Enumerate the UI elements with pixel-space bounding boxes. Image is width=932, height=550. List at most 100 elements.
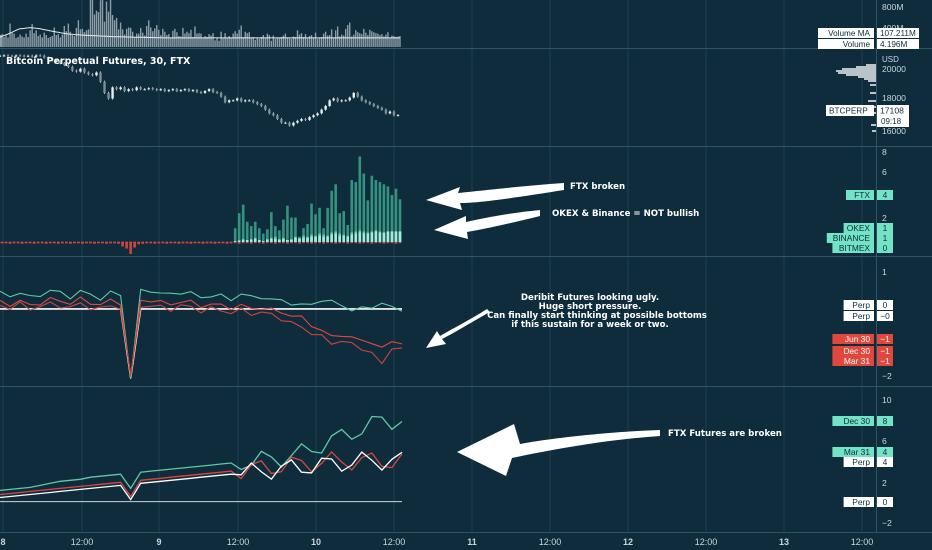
exchange-bar-bitmex	[382, 242, 386, 244]
volume-label-value: 107.211M	[880, 29, 916, 38]
price-candle	[26, 55, 30, 57]
tag-name-bg	[846, 190, 874, 200]
volume-bar	[178, 36, 180, 47]
volume-bar	[393, 36, 395, 47]
value-tag-mar-31-4[interactable]: Mar 31 −1	[832, 356, 893, 366]
volume-label-value: 4.196M	[880, 40, 907, 49]
value-tag-perp-0[interactable]: Perp 0	[843, 300, 893, 310]
value-tag-perp-3[interactable]: Perp 0	[843, 497, 893, 507]
x-tick-label: 11	[467, 537, 477, 547]
exchange-bar-binance	[318, 235, 321, 243]
exchange-bar-bitmex	[97, 242, 100, 244]
exchange-bar-ftx	[374, 180, 378, 243]
price-candle	[2, 55, 6, 57]
tag-name: BITMEX	[839, 243, 871, 253]
exchange-bar-binance	[350, 234, 354, 243]
tag-value: 4	[883, 447, 888, 457]
volume-bar	[1, 34, 3, 47]
exchange-bar-bitmex	[169, 242, 173, 244]
tag-name-bg	[832, 334, 874, 344]
exchange-bar-bitmex	[378, 242, 382, 244]
volume-bar	[234, 31, 236, 47]
exchange-bar-bitmex	[201, 242, 205, 244]
volume-bar	[47, 37, 49, 47]
exchange-bar-bitmex	[145, 242, 149, 244]
volume-bar	[391, 35, 393, 47]
exchange-bar-bitmex	[302, 242, 305, 244]
volume-bar	[373, 32, 375, 47]
exchange-bar-ftx	[133, 241, 136, 243]
value-tag-okex-1[interactable]: OKEX 1	[843, 223, 893, 233]
volume-bar	[7, 37, 9, 47]
value-tag-mar-31-1[interactable]: Mar 31 4	[832, 447, 893, 457]
volume-profile-bar	[864, 78, 876, 80]
price-tag-name-bg	[826, 105, 874, 116]
tag-name: FTX	[854, 190, 870, 200]
value-tag-perp-2[interactable]: Perp 4	[843, 457, 893, 467]
price-candle	[284, 122, 287, 124]
volume-bar	[168, 34, 170, 47]
volume-bar	[286, 37, 289, 47]
volume-bar	[359, 33, 361, 47]
exchange-bar-binance	[386, 231, 390, 243]
exchange-bar-ftx	[294, 217, 297, 243]
exchange-bar-binance	[241, 240, 245, 243]
volume-bar	[214, 40, 216, 47]
volume-bar	[216, 37, 218, 47]
exchange-bar-binance	[390, 231, 394, 243]
volume-bar	[240, 25, 242, 47]
volume-bar	[57, 34, 59, 47]
volume-bar	[318, 37, 321, 47]
exchange-bar-bitmex	[117, 242, 120, 244]
price-candle	[123, 87, 126, 92]
value-tag-perp-1[interactable]: Perp −0	[843, 311, 893, 321]
exchange-bar-bitmex	[153, 242, 157, 244]
exchange-bar-bitmex	[374, 242, 378, 244]
y-tick-label: 10	[882, 395, 892, 405]
value-tag-binance-2[interactable]: BINANCE 1	[826, 233, 893, 243]
volume-label-name: Volume	[843, 40, 871, 49]
value-tag-jun-30-2[interactable]: Jun 30 −1	[832, 334, 893, 344]
exchange-bar-ftx	[390, 195, 394, 243]
price-candle	[300, 118, 303, 121]
volume-bar	[244, 31, 246, 47]
volume-bar	[79, 29, 82, 47]
exchange-bar-bitmex	[8, 242, 12, 244]
exchange-bar-bitmex	[32, 242, 36, 244]
tag-name: Perp	[852, 300, 870, 310]
exchange-bar-ftx	[286, 205, 289, 243]
y-tick-label: 6	[882, 436, 887, 446]
value-tag-ftx-0[interactable]: FTX 4	[846, 190, 893, 200]
exchange-bar-binance	[310, 236, 313, 243]
y-tick-label: 2	[882, 213, 887, 223]
exchange-bar-bitmex	[221, 242, 225, 244]
x-tick-label: 12:00	[227, 537, 250, 547]
volume-bar	[95, 10, 98, 47]
exchange-bar-ftx	[189, 241, 193, 243]
price-candle	[83, 68, 86, 73]
price-candle	[39, 55, 42, 57]
value-tag-bitmex-3[interactable]: BITMEX 0	[832, 243, 893, 253]
price-candle	[111, 87, 114, 99]
exchange-bar-ftx	[253, 221, 257, 243]
volume-bar	[254, 39, 256, 47]
price-candle	[107, 92, 110, 99]
exchange-bar-bitmex	[342, 242, 346, 244]
price-candle	[312, 115, 315, 118]
value-tag-dec-30-3[interactable]: Dec 30 −1	[832, 346, 893, 356]
volume-bar	[117, 29, 120, 47]
price-candle	[328, 100, 331, 106]
exchange-bar-ftx	[44, 241, 48, 243]
price-candle	[296, 120, 299, 123]
exchange-bar-binance	[342, 235, 346, 243]
volume-bar	[361, 34, 363, 47]
y-tick-label: −2	[882, 518, 892, 528]
value-tag-dec-30-0[interactable]: Dec 30 8	[832, 416, 893, 426]
price-candle	[320, 109, 323, 114]
volume-bar	[230, 37, 232, 47]
volume-bar	[33, 33, 35, 47]
price-pane[interactable]	[0, 54, 876, 132]
exchange-bar-bitmex	[36, 242, 40, 244]
exchange-bar-ftx	[173, 241, 177, 243]
exchange-bar-binance	[374, 231, 378, 243]
